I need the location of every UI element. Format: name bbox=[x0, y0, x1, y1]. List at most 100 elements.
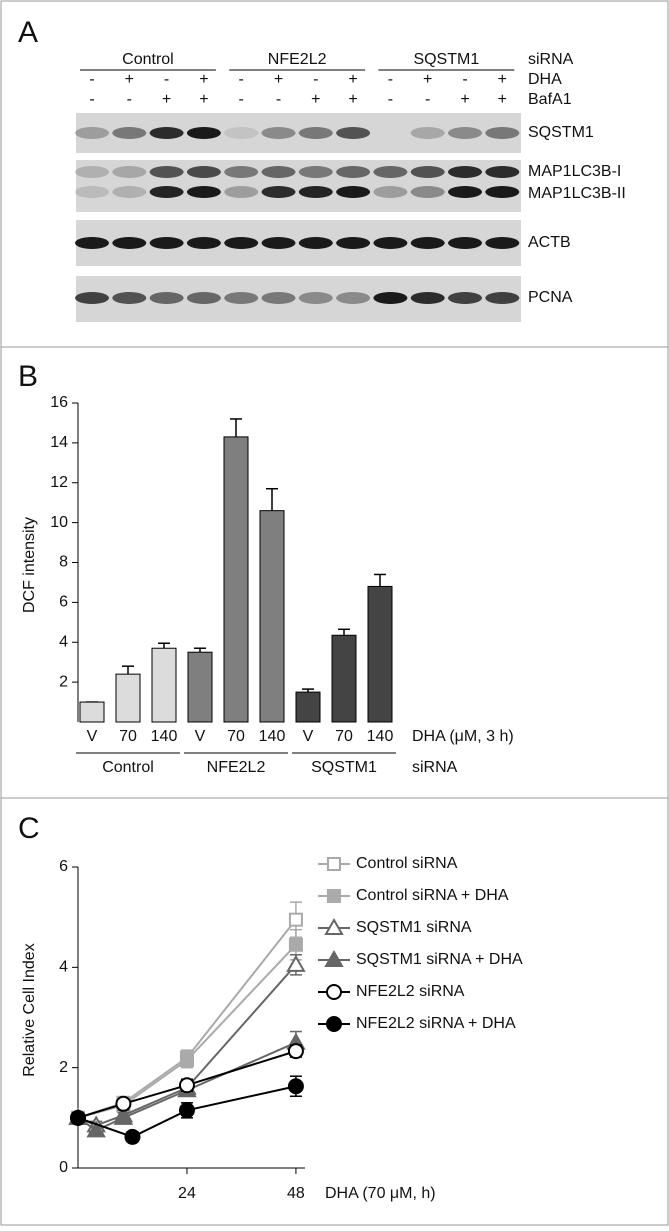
y-tick-label: 8 bbox=[59, 554, 68, 571]
sign: + bbox=[498, 91, 507, 108]
series-line bbox=[77, 1085, 297, 1138]
band bbox=[261, 292, 296, 304]
band bbox=[485, 166, 520, 178]
band bbox=[149, 127, 184, 139]
band bbox=[373, 186, 408, 198]
x-axis-label: DHA (μM, 3 h) bbox=[412, 728, 514, 745]
band bbox=[112, 237, 147, 249]
band bbox=[112, 127, 147, 139]
marker bbox=[179, 1053, 194, 1068]
sign: - bbox=[276, 91, 281, 108]
sign: + bbox=[274, 71, 283, 88]
band bbox=[298, 292, 333, 304]
bar bbox=[151, 647, 177, 723]
sign: - bbox=[89, 71, 94, 88]
marker bbox=[287, 1043, 304, 1060]
band bbox=[336, 237, 371, 249]
bar bbox=[259, 510, 285, 723]
band bbox=[410, 127, 445, 139]
group-axis-label: siRNA bbox=[412, 759, 458, 776]
panel-label: A bbox=[18, 16, 38, 49]
y-tick-label: 12 bbox=[50, 474, 68, 491]
band bbox=[149, 186, 184, 198]
marker bbox=[287, 1078, 304, 1095]
band bbox=[224, 186, 259, 198]
band bbox=[224, 292, 259, 304]
y-tick-label: 6 bbox=[59, 594, 68, 611]
band bbox=[112, 292, 147, 304]
band bbox=[336, 292, 371, 304]
band bbox=[373, 292, 408, 304]
y-tick-label: 4 bbox=[59, 633, 68, 650]
band bbox=[261, 127, 296, 139]
band bbox=[298, 166, 333, 178]
band bbox=[186, 166, 221, 178]
sign: - bbox=[239, 91, 244, 108]
bar bbox=[367, 585, 393, 723]
y-tick-label: 16 bbox=[50, 394, 68, 411]
sign: + bbox=[162, 91, 171, 108]
y-tick-label: 14 bbox=[50, 434, 68, 451]
x-tick-label: V bbox=[87, 728, 98, 745]
x-tick-label: 70 bbox=[119, 728, 137, 745]
blot bbox=[76, 160, 521, 212]
marker bbox=[326, 1016, 342, 1032]
marker bbox=[326, 984, 342, 1000]
x-axis-label: DHA (70 μM, h) bbox=[325, 1185, 436, 1202]
group-label: SQSTM1 bbox=[413, 51, 479, 68]
band bbox=[373, 166, 408, 178]
sign: - bbox=[388, 91, 393, 108]
band bbox=[224, 127, 259, 139]
x-tick-label: 70 bbox=[335, 728, 353, 745]
band bbox=[261, 166, 296, 178]
sign: - bbox=[462, 71, 467, 88]
band bbox=[186, 186, 221, 198]
sign: + bbox=[125, 71, 134, 88]
marker bbox=[124, 1128, 141, 1145]
row-label: siRNA bbox=[528, 51, 574, 68]
x-tick-label: 70 bbox=[227, 728, 245, 745]
y-tick-label: 2 bbox=[59, 1059, 68, 1076]
band bbox=[186, 237, 221, 249]
sign: - bbox=[127, 91, 132, 108]
band bbox=[298, 127, 333, 139]
band bbox=[149, 237, 184, 249]
sign: - bbox=[425, 91, 430, 108]
y-tick-label: 2 bbox=[59, 673, 68, 690]
x-tick-label: 140 bbox=[151, 728, 178, 745]
marker bbox=[115, 1095, 132, 1112]
marker bbox=[324, 949, 344, 967]
x-tick-label: V bbox=[195, 728, 206, 745]
band-label: MAP1LC3B-II bbox=[528, 185, 626, 202]
band bbox=[75, 237, 109, 249]
band bbox=[448, 166, 482, 178]
row-label: BafA1 bbox=[528, 91, 572, 108]
band bbox=[224, 166, 259, 178]
x-tick-label: 140 bbox=[367, 728, 394, 745]
band bbox=[75, 186, 109, 198]
x-tick-label: 48 bbox=[287, 1185, 305, 1202]
row-label: DHA bbox=[528, 71, 562, 88]
legend-label: SQSTM1 siRNA + DHA bbox=[356, 951, 523, 968]
y-tick-label: 0 bbox=[59, 1159, 68, 1176]
legend-label: Control siRNA + DHA bbox=[356, 887, 509, 904]
bar bbox=[223, 436, 249, 723]
series-line bbox=[77, 1050, 297, 1119]
band bbox=[336, 127, 371, 139]
marker bbox=[178, 1102, 195, 1119]
group-label: NFE2L2 bbox=[207, 759, 266, 776]
legend-label: NFE2L2 siRNA + DHA bbox=[356, 1015, 516, 1032]
band bbox=[149, 166, 184, 178]
band bbox=[298, 237, 333, 249]
sign: - bbox=[313, 71, 318, 88]
legend-label: Control siRNA bbox=[356, 855, 458, 872]
panel-label: C bbox=[18, 812, 40, 845]
band-label: ACTB bbox=[528, 234, 571, 251]
band bbox=[75, 292, 109, 304]
y-axis-label: DCF intensity bbox=[21, 517, 38, 613]
bar bbox=[79, 701, 105, 723]
band bbox=[448, 237, 482, 249]
marker bbox=[178, 1077, 195, 1094]
